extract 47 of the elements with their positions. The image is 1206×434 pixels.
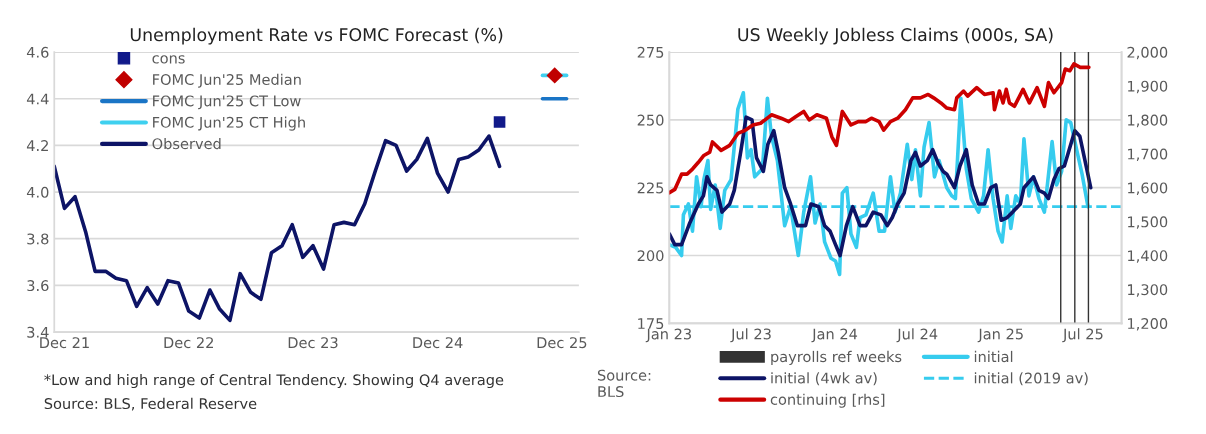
- chart-title: Unemployment Rate vs FOMC Forecast (%): [130, 27, 503, 45]
- legend-label: initial: [974, 350, 1013, 363]
- legend-label: Observed: [152, 137, 221, 150]
- y-tick-label: 200: [637, 250, 664, 262]
- source-note: Source: BLS, Federal Reserve: [44, 397, 257, 411]
- y2-tick-label: 1,800: [1128, 114, 1168, 128]
- legend-label: payrolls ref weeks: [771, 350, 902, 365]
- y2-tick-label: 1,700: [1128, 148, 1168, 162]
- y2-tick-label: 1,400: [1128, 250, 1168, 263]
- text: *Low and high range of Central Tendency. Showing Q4 average: [44, 374, 504, 389]
- y-tick-label: 225: [637, 182, 664, 194]
- y2-tick-label: 2,000: [1127, 46, 1168, 60]
- y-tick-label: 250: [637, 114, 664, 126]
- legend-label: cons: [152, 55, 185, 64]
- legend-label: FOMC Jun'25 Median: [153, 73, 301, 88]
- y-tick-label: 275: [637, 46, 664, 58]
- legend-label: FOMC Jun'25 CT High: [153, 116, 305, 131]
- x-tick-label: Jul 24: [896, 328, 938, 343]
- x-tick-label: Dec 21: [40, 337, 89, 349]
- y-tick-label: 4.6: [26, 46, 49, 58]
- x-tick-label: Dec 23: [288, 337, 338, 349]
- x-tick-label: Jan 23: [645, 328, 691, 343]
- y2-tick-label: 1,900: [1128, 80, 1168, 94]
- legend-label: initial (4wk av): [771, 372, 877, 386]
- legend-label: continuing [rhs]: [770, 393, 885, 408]
- y-tick-label: 4.0: [26, 186, 49, 198]
- legend-label: FOMC Jun'25 CT Low: [153, 95, 301, 110]
- legend-label: initial (2019 av): [974, 372, 1088, 386]
- x-tick-label: Jul 23: [730, 328, 771, 343]
- y-tick-label: 3.6: [27, 280, 49, 292]
- x-tick-label: Jul 25: [1062, 328, 1103, 343]
- y-tick-label: 175: [638, 318, 664, 330]
- y2-tick-label: 1,300: [1128, 284, 1168, 297]
- y2-tick-label: 1,500: [1128, 216, 1168, 229]
- chart-title: US Weekly Jobless Claims (000s, SA): [738, 27, 1053, 45]
- y2-tick-label: 1,600: [1128, 182, 1168, 195]
- source-note: Source: BLS: [597, 369, 651, 398]
- x-tick-label: Jan 24: [811, 328, 858, 343]
- x-tick-label: Dec 24: [413, 337, 463, 349]
- y-tick-label: 4.2: [26, 140, 48, 151]
- y-tick-label: 4.4: [26, 93, 49, 105]
- y-tick-label: 3.8: [27, 233, 49, 245]
- y-tick-label: 3.4: [27, 326, 49, 338]
- x-tick-label: Jan 25: [977, 328, 1023, 343]
- x-tick-label: Dec 25: [537, 337, 587, 349]
- x-tick-label: Dec 22: [164, 337, 213, 349]
- y2-tick-label: 1,200: [1128, 318, 1168, 331]
